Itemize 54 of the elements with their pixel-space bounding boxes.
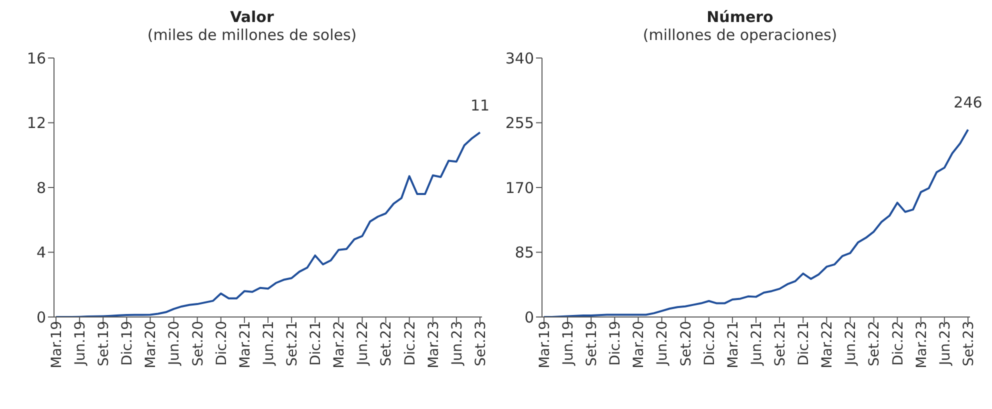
- x-tick-label: Jun.21: [260, 321, 277, 366]
- y-tick-label: 16: [26, 49, 46, 68]
- chart-subtitle: (millones de operaciones): [642, 26, 838, 44]
- x-tick-label: Mar.22: [820, 321, 836, 368]
- y-tick-label: 340: [505, 49, 534, 68]
- x-tick-label: Mar.19: [48, 321, 65, 368]
- x-tick-label: Set.22: [378, 321, 395, 366]
- x-tick-label: Mar.21: [237, 321, 254, 368]
- x-tick-label: Dic.21: [796, 321, 812, 366]
- y-tick-label: 4: [36, 244, 46, 262]
- y-tick-label: 170: [505, 178, 534, 197]
- x-tick-label: Jun.21: [748, 321, 765, 366]
- y-tick-label: 0: [36, 308, 46, 326]
- x-tick-label: Set.22: [866, 321, 883, 366]
- y-tick-label: 0: [524, 308, 534, 326]
- x-tick-label: Mar.23: [426, 321, 442, 368]
- x-tick-label: Jun.19: [72, 321, 88, 366]
- x-tick-label: Dic.21: [308, 321, 324, 366]
- x-tick-label: Set.21: [772, 321, 788, 366]
- y-tick-label: 85: [514, 244, 534, 262]
- x-tick-label: Jun.23: [937, 321, 954, 366]
- x-tick-label: Mar.22: [332, 321, 348, 368]
- chart-title: Número: [706, 8, 774, 26]
- chart-title: Valor: [229, 8, 275, 26]
- x-tick-label: Mar.19: [536, 321, 553, 368]
- y-tick-label: 8: [36, 178, 46, 197]
- x-tick-label: Jun.20: [166, 321, 183, 366]
- data-label: 11: [470, 96, 490, 114]
- x-tick-label: Jun.23: [449, 321, 466, 366]
- x-tick-label: Dic.19: [120, 321, 136, 366]
- x-tick-label: Dic.19: [608, 321, 624, 366]
- x-tick-label: Jun.19: [560, 321, 576, 366]
- x-tick-label: Set.21: [284, 321, 300, 366]
- x-tick-label: Jun.22: [843, 321, 860, 366]
- x-tick-label: Jun.20: [654, 321, 671, 366]
- x-tick-label: Set.19: [584, 321, 600, 366]
- x-tick-label: Dic.20: [702, 321, 718, 366]
- data-label: 246: [954, 94, 982, 112]
- x-tick-label: Jun.22: [355, 321, 372, 366]
- x-tick-label: Set.20: [678, 321, 694, 366]
- x-tick-label: Dic.22: [402, 321, 418, 366]
- x-tick-label: Dic.20: [214, 321, 230, 366]
- x-tick-label: Mar.23: [914, 321, 930, 368]
- x-tick-label: Dic.22: [890, 321, 906, 366]
- x-tick-label: Mar.20: [143, 321, 160, 368]
- x-tick-label: Set.20: [190, 321, 206, 366]
- y-tick-label: 12: [26, 114, 46, 132]
- x-tick-label: Mar.20: [631, 321, 648, 368]
- chart-subtitle: (miles de millones de soles): [146, 26, 358, 44]
- y-tick-label: 255: [505, 114, 534, 132]
- x-tick-label: Set.19: [96, 321, 112, 366]
- x-tick-label: Set.23: [472, 321, 489, 366]
- x-tick-label: Mar.21: [725, 321, 742, 368]
- x-tick-label: Set.23: [960, 321, 977, 366]
